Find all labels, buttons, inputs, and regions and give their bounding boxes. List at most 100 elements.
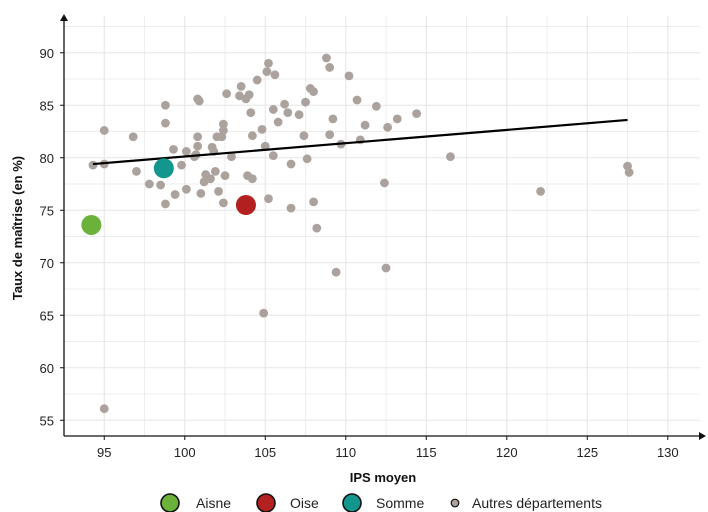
legend-marker-autres-icon xyxy=(450,498,460,508)
scatter-point-autre xyxy=(268,151,278,161)
x-tick-label: 110 xyxy=(335,445,356,460)
scatter-point-autre xyxy=(210,167,220,176)
scatter-point-autre xyxy=(273,117,283,127)
x-tick-label: 125 xyxy=(576,445,598,460)
scatter-point-autre xyxy=(446,152,455,162)
x-axis-title: IPS moyen xyxy=(350,470,417,485)
scatter-point-autre xyxy=(244,90,254,100)
scatter-point-autre xyxy=(259,308,269,318)
scatter-point-autre xyxy=(247,174,257,184)
legend-item-oise: Oise xyxy=(256,493,319,512)
scatter-point-autre xyxy=(371,101,381,111)
scatter-point-autre xyxy=(181,184,191,194)
legend-marker-somme-icon xyxy=(342,493,362,512)
legend-item-somme: Somme xyxy=(342,493,424,512)
legend-label-autres: Autres départements xyxy=(472,495,602,511)
x-tick-label: 95 xyxy=(97,445,111,460)
scatter-point-autre xyxy=(352,95,362,105)
scatter-point-aisne xyxy=(81,214,102,235)
scatter-point-autre xyxy=(328,114,338,124)
scatter-point-autre xyxy=(286,203,296,213)
scatter-point-autre xyxy=(381,263,391,273)
scatter-point-autre xyxy=(264,194,273,204)
scatter-point-autre xyxy=(283,108,293,117)
scatter-point-autre xyxy=(309,197,318,207)
scatter-point-autre xyxy=(99,404,109,414)
scatter-point-autre xyxy=(322,53,331,63)
scatter-point-autre xyxy=(181,147,191,156)
trend-line xyxy=(92,118,628,166)
scatter-point-autre xyxy=(299,131,309,141)
x-tick-label: 130 xyxy=(657,445,679,460)
scatter-point-autre xyxy=(331,267,341,277)
scatter-point-autre xyxy=(270,70,280,80)
scatter-point-autre xyxy=(170,190,180,199)
x-axis-arrow-icon xyxy=(699,432,706,440)
scatter-point-autre xyxy=(220,171,230,181)
scatter-point-autre xyxy=(301,97,310,107)
scatter-point-autre xyxy=(144,179,154,189)
scatter-point-autre xyxy=(219,126,228,135)
scatter-point-autre xyxy=(246,108,256,117)
scatter-point-autre xyxy=(227,152,236,162)
scatter-point-autre xyxy=(222,89,232,99)
scatter-point-autre xyxy=(536,186,545,196)
scatter-point-autre xyxy=(360,120,370,130)
scatter-point-autre xyxy=(257,124,267,134)
scatter-point-autre xyxy=(344,71,354,81)
legend-marker-aisne-icon xyxy=(160,493,180,512)
scatter-point-autre xyxy=(262,67,272,77)
scatter-point-autre xyxy=(88,160,98,170)
y-tick-label: 60 xyxy=(40,361,54,376)
highlighted-points xyxy=(81,158,256,235)
scatter-point-autre xyxy=(312,223,322,233)
legend-label-oise: Oise xyxy=(290,495,319,511)
scatter-point-autre xyxy=(206,174,215,184)
tick-labels: 95 100 105 110 115 120 125 130 55 60 65 70 75 80 85 90 xyxy=(40,46,679,460)
scatter-point-autre xyxy=(161,100,170,110)
scatter-point-autre xyxy=(286,159,296,169)
legend-marker-oise-icon xyxy=(256,493,276,512)
y-tick-label: 85 xyxy=(40,98,54,113)
legend-item-autres: Autres départements xyxy=(450,495,602,511)
scatter-point-autre xyxy=(219,119,228,129)
scatter-point-oise xyxy=(235,195,256,215)
scatter-point-autre xyxy=(193,132,203,142)
y-tick-label: 80 xyxy=(40,151,54,166)
y-tick-label: 75 xyxy=(40,203,54,218)
scatter-point-autre xyxy=(156,180,166,190)
scatter-point-autre xyxy=(624,168,634,177)
scatter-point-autre xyxy=(214,186,223,196)
scatter-point-autre xyxy=(252,75,262,85)
scatter-point-autre xyxy=(99,126,109,135)
scatter-point-autre xyxy=(325,130,335,140)
legend-label-aisne: Aisne xyxy=(196,495,231,511)
scatter-point-autre xyxy=(247,131,257,141)
scatter-point-autre xyxy=(294,110,304,120)
y-tick-label: 90 xyxy=(40,46,54,61)
x-tick-label: 120 xyxy=(496,445,518,460)
scatter-point-autre xyxy=(128,132,138,142)
scatter-point-autre xyxy=(260,141,270,151)
scatter-point-autre xyxy=(268,105,278,114)
scatter-point-autre xyxy=(161,118,170,128)
scatter-point-autre xyxy=(169,144,178,154)
y-tick-label: 65 xyxy=(40,308,54,323)
scatter-point-autre xyxy=(194,96,204,106)
scatter-point-autre xyxy=(196,189,206,198)
y-axis-title: Taux de maîtrise (en %) xyxy=(10,156,25,300)
scatter-point-autre xyxy=(161,199,170,209)
x-tick-label: 115 xyxy=(416,445,437,460)
scatter-point-autre xyxy=(177,160,186,170)
y-tick-label: 55 xyxy=(40,413,54,428)
x-tick-label: 100 xyxy=(174,445,196,460)
grid xyxy=(64,16,700,436)
scatter-point-autre xyxy=(392,114,402,124)
scatter-point-autre xyxy=(325,63,335,72)
axes xyxy=(60,14,706,440)
scatter-point-somme xyxy=(153,158,174,179)
legend: Aisne Oise Somme Autres départements xyxy=(160,493,602,512)
scatter-point-autre xyxy=(309,87,318,96)
scatter-point-autre xyxy=(264,58,273,68)
